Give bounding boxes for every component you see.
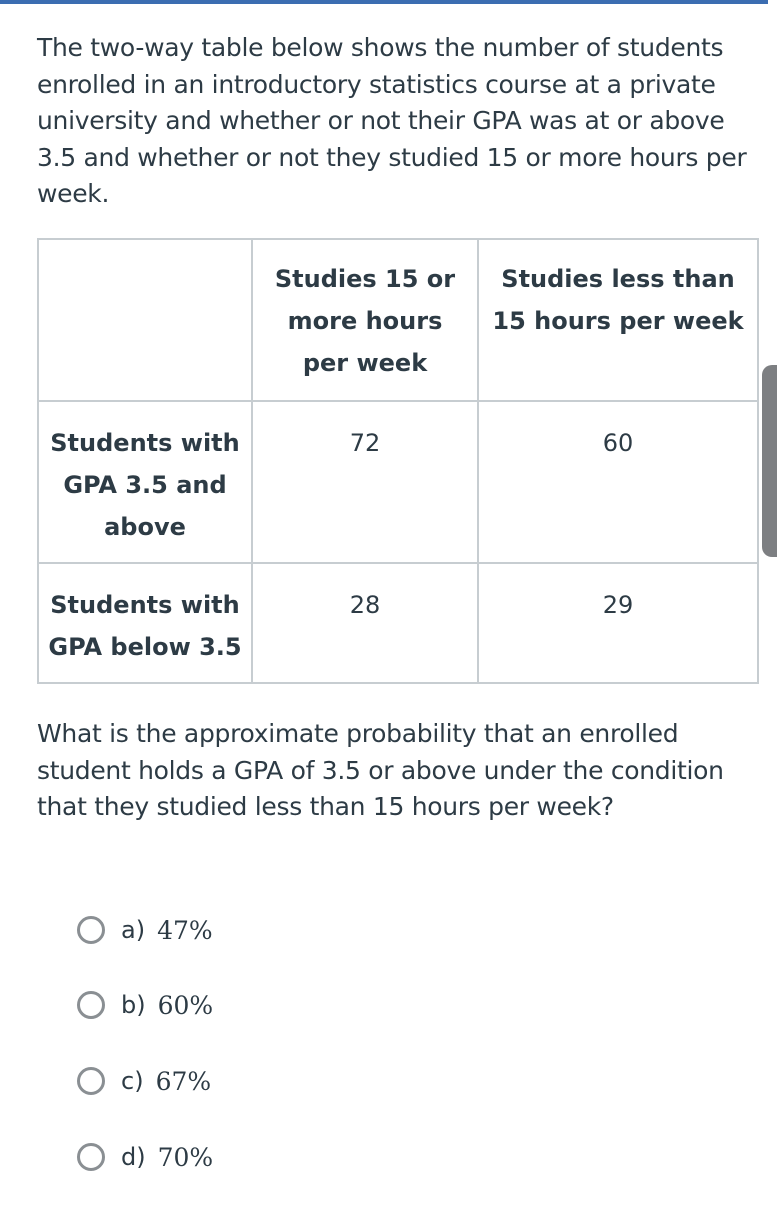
column-header: Studies 15 or more hours per week <box>251 238 479 402</box>
option-value: 67% <box>155 1066 212 1096</box>
question-text: What is the approximate probability that… <box>37 719 724 821</box>
row-header: Students with GPA 3.5 and above <box>37 400 253 564</box>
table-row: Students with GPA 3.5 and above 72 60 <box>37 400 759 564</box>
table-cell: 29 <box>477 562 759 684</box>
option-a[interactable]: a) 47% <box>77 913 213 947</box>
scrollbar-thumb[interactable] <box>762 365 777 557</box>
option-label: b) <box>121 991 146 1019</box>
table-cell: 28 <box>251 562 479 684</box>
option-d[interactable]: d) 70% <box>77 1140 213 1174</box>
row-header: Students with GPA below 3.5 <box>37 562 253 684</box>
intro-text: The two-way table below shows the number… <box>37 33 747 208</box>
radio-button[interactable] <box>77 991 105 1019</box>
radio-button[interactable] <box>77 916 105 944</box>
two-way-table: Studies 15 or more hours per week Studie… <box>37 238 759 684</box>
table-corner-cell <box>37 238 253 402</box>
option-c[interactable]: c) 67% <box>77 1064 211 1098</box>
column-header: Studies less than 15 hours per week <box>477 238 759 402</box>
option-label: d) <box>121 1143 146 1171</box>
option-b[interactable]: b) 60% <box>77 988 213 1022</box>
option-value: 47% <box>157 915 213 945</box>
table-cell: 60 <box>477 400 759 564</box>
table-row: Students with GPA below 3.5 28 29 <box>37 562 759 684</box>
radio-button[interactable] <box>77 1067 105 1095</box>
table-header-row: Studies 15 or more hours per week Studie… <box>37 238 759 402</box>
option-label: c) <box>121 1067 144 1095</box>
option-label: a) <box>121 916 146 944</box>
top-accent-bar <box>0 0 768 4</box>
radio-button[interactable] <box>77 1143 105 1171</box>
option-value: 60% <box>157 990 214 1020</box>
option-value: 70% <box>157 1142 214 1172</box>
table-cell: 72 <box>251 400 479 564</box>
